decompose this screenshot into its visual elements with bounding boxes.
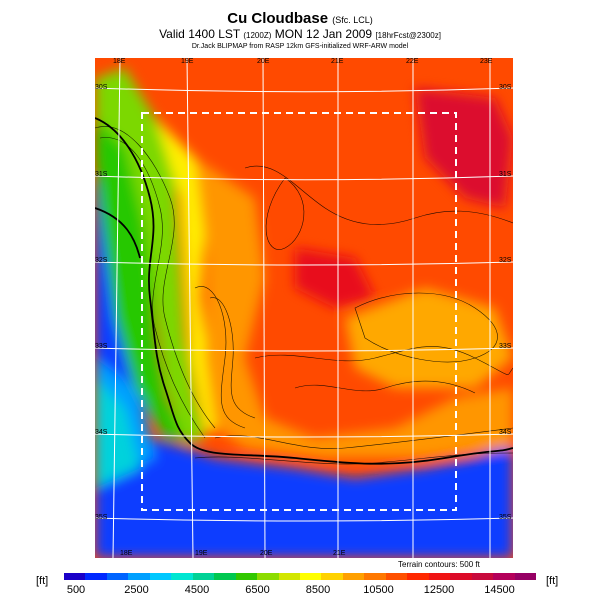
color-swatch: [214, 573, 236, 580]
lon-label-bottom: 21E: [333, 550, 346, 557]
map-source: Dr.Jack BLIPMAP from RASP 12km GFS-initi…: [191, 43, 409, 50]
color-scale-tick-label: 2500: [124, 584, 149, 596]
color-scale-tick-label: 14500: [484, 584, 515, 596]
lat-label-right: 34S: [499, 429, 512, 436]
color-scale-tick-label: 8500: [305, 584, 331, 596]
lat-label-right: 33S: [499, 343, 512, 350]
color-swatch: [235, 573, 258, 580]
color-swatch: [514, 573, 536, 580]
color-swatch: [278, 573, 300, 580]
lat-label-right: 30S: [499, 84, 512, 91]
lat-label-right: 31S: [499, 171, 512, 178]
color-swatch: [149, 573, 172, 580]
color-swatch: [64, 573, 86, 580]
unit-label-left: [ft]: [36, 575, 49, 587]
color-swatch: [257, 573, 279, 580]
color-scale-tick-label: 10500: [363, 584, 394, 596]
color-swatch: [428, 573, 451, 580]
color-scale-tick-label: 4500: [184, 584, 210, 596]
cloudbase-fill: [95, 68, 513, 558]
lon-label-top: 20E: [257, 58, 270, 65]
lat-label-left: 32S: [95, 257, 108, 264]
color-swatch: [171, 573, 193, 580]
color-swatch: [85, 573, 107, 580]
color-swatch: [299, 573, 322, 580]
lon-label-bottom: 18E: [120, 550, 133, 557]
map-graphic: [95, 58, 513, 558]
lat-label-right: 35S: [499, 514, 512, 521]
lat-label-left: 31S: [95, 171, 108, 178]
color-swatch: [471, 573, 494, 580]
lon-label-bottom: 20E: [260, 550, 273, 557]
terrain-contour-note: Terrain contours: 500 ft: [398, 560, 480, 569]
lat-label-right: 32S: [499, 257, 512, 264]
color-swatch: [342, 573, 365, 580]
lat-label-left: 33S: [95, 343, 108, 350]
color-swatch: [192, 573, 215, 580]
map-title: Cu Cloudbase (Sfc. LCL): [227, 10, 373, 27]
inner-domain-box: [141, 112, 457, 511]
color-swatch: [106, 573, 129, 580]
color-swatch: [407, 573, 429, 580]
color-scale-tick-label: 500: [66, 584, 86, 596]
cloudbase-map: 18E 19E 20E 21E 22E 23E 18E 19E 20E 21E …: [95, 58, 513, 558]
color-scale-tick-label: 12500: [423, 584, 455, 596]
color-swatch: [493, 573, 515, 580]
color-swatch: [364, 573, 386, 580]
color-scale-tick-label: 6500: [245, 584, 270, 596]
lon-label-top: 19E: [181, 58, 194, 65]
color-scale-ticks: 500 2500 4500 6500 8500 10500 12500 14500: [0, 584, 600, 598]
graticule: [95, 58, 513, 558]
color-swatch: [321, 573, 343, 580]
lon-label-top: 21E: [331, 58, 344, 65]
lon-label-bottom: 19E: [195, 550, 208, 557]
color-swatch: [450, 573, 472, 580]
color-scale-bar: [64, 573, 536, 580]
coastline: [95, 117, 513, 465]
map-subtitle: Valid 1400 LST (1200Z) MON 12 Jan 2009 […: [159, 27, 441, 41]
lon-label-top: 23E: [480, 58, 493, 65]
lat-label-left: 35S: [95, 514, 108, 521]
lat-label-left: 34S: [95, 429, 108, 436]
unit-label-right: [ft]: [546, 575, 559, 587]
lon-label-top: 18E: [113, 58, 126, 65]
color-swatch: [385, 573, 408, 580]
color-swatch: [128, 573, 150, 580]
lon-label-top: 22E: [406, 58, 419, 65]
lat-label-left: 30S: [95, 84, 108, 91]
